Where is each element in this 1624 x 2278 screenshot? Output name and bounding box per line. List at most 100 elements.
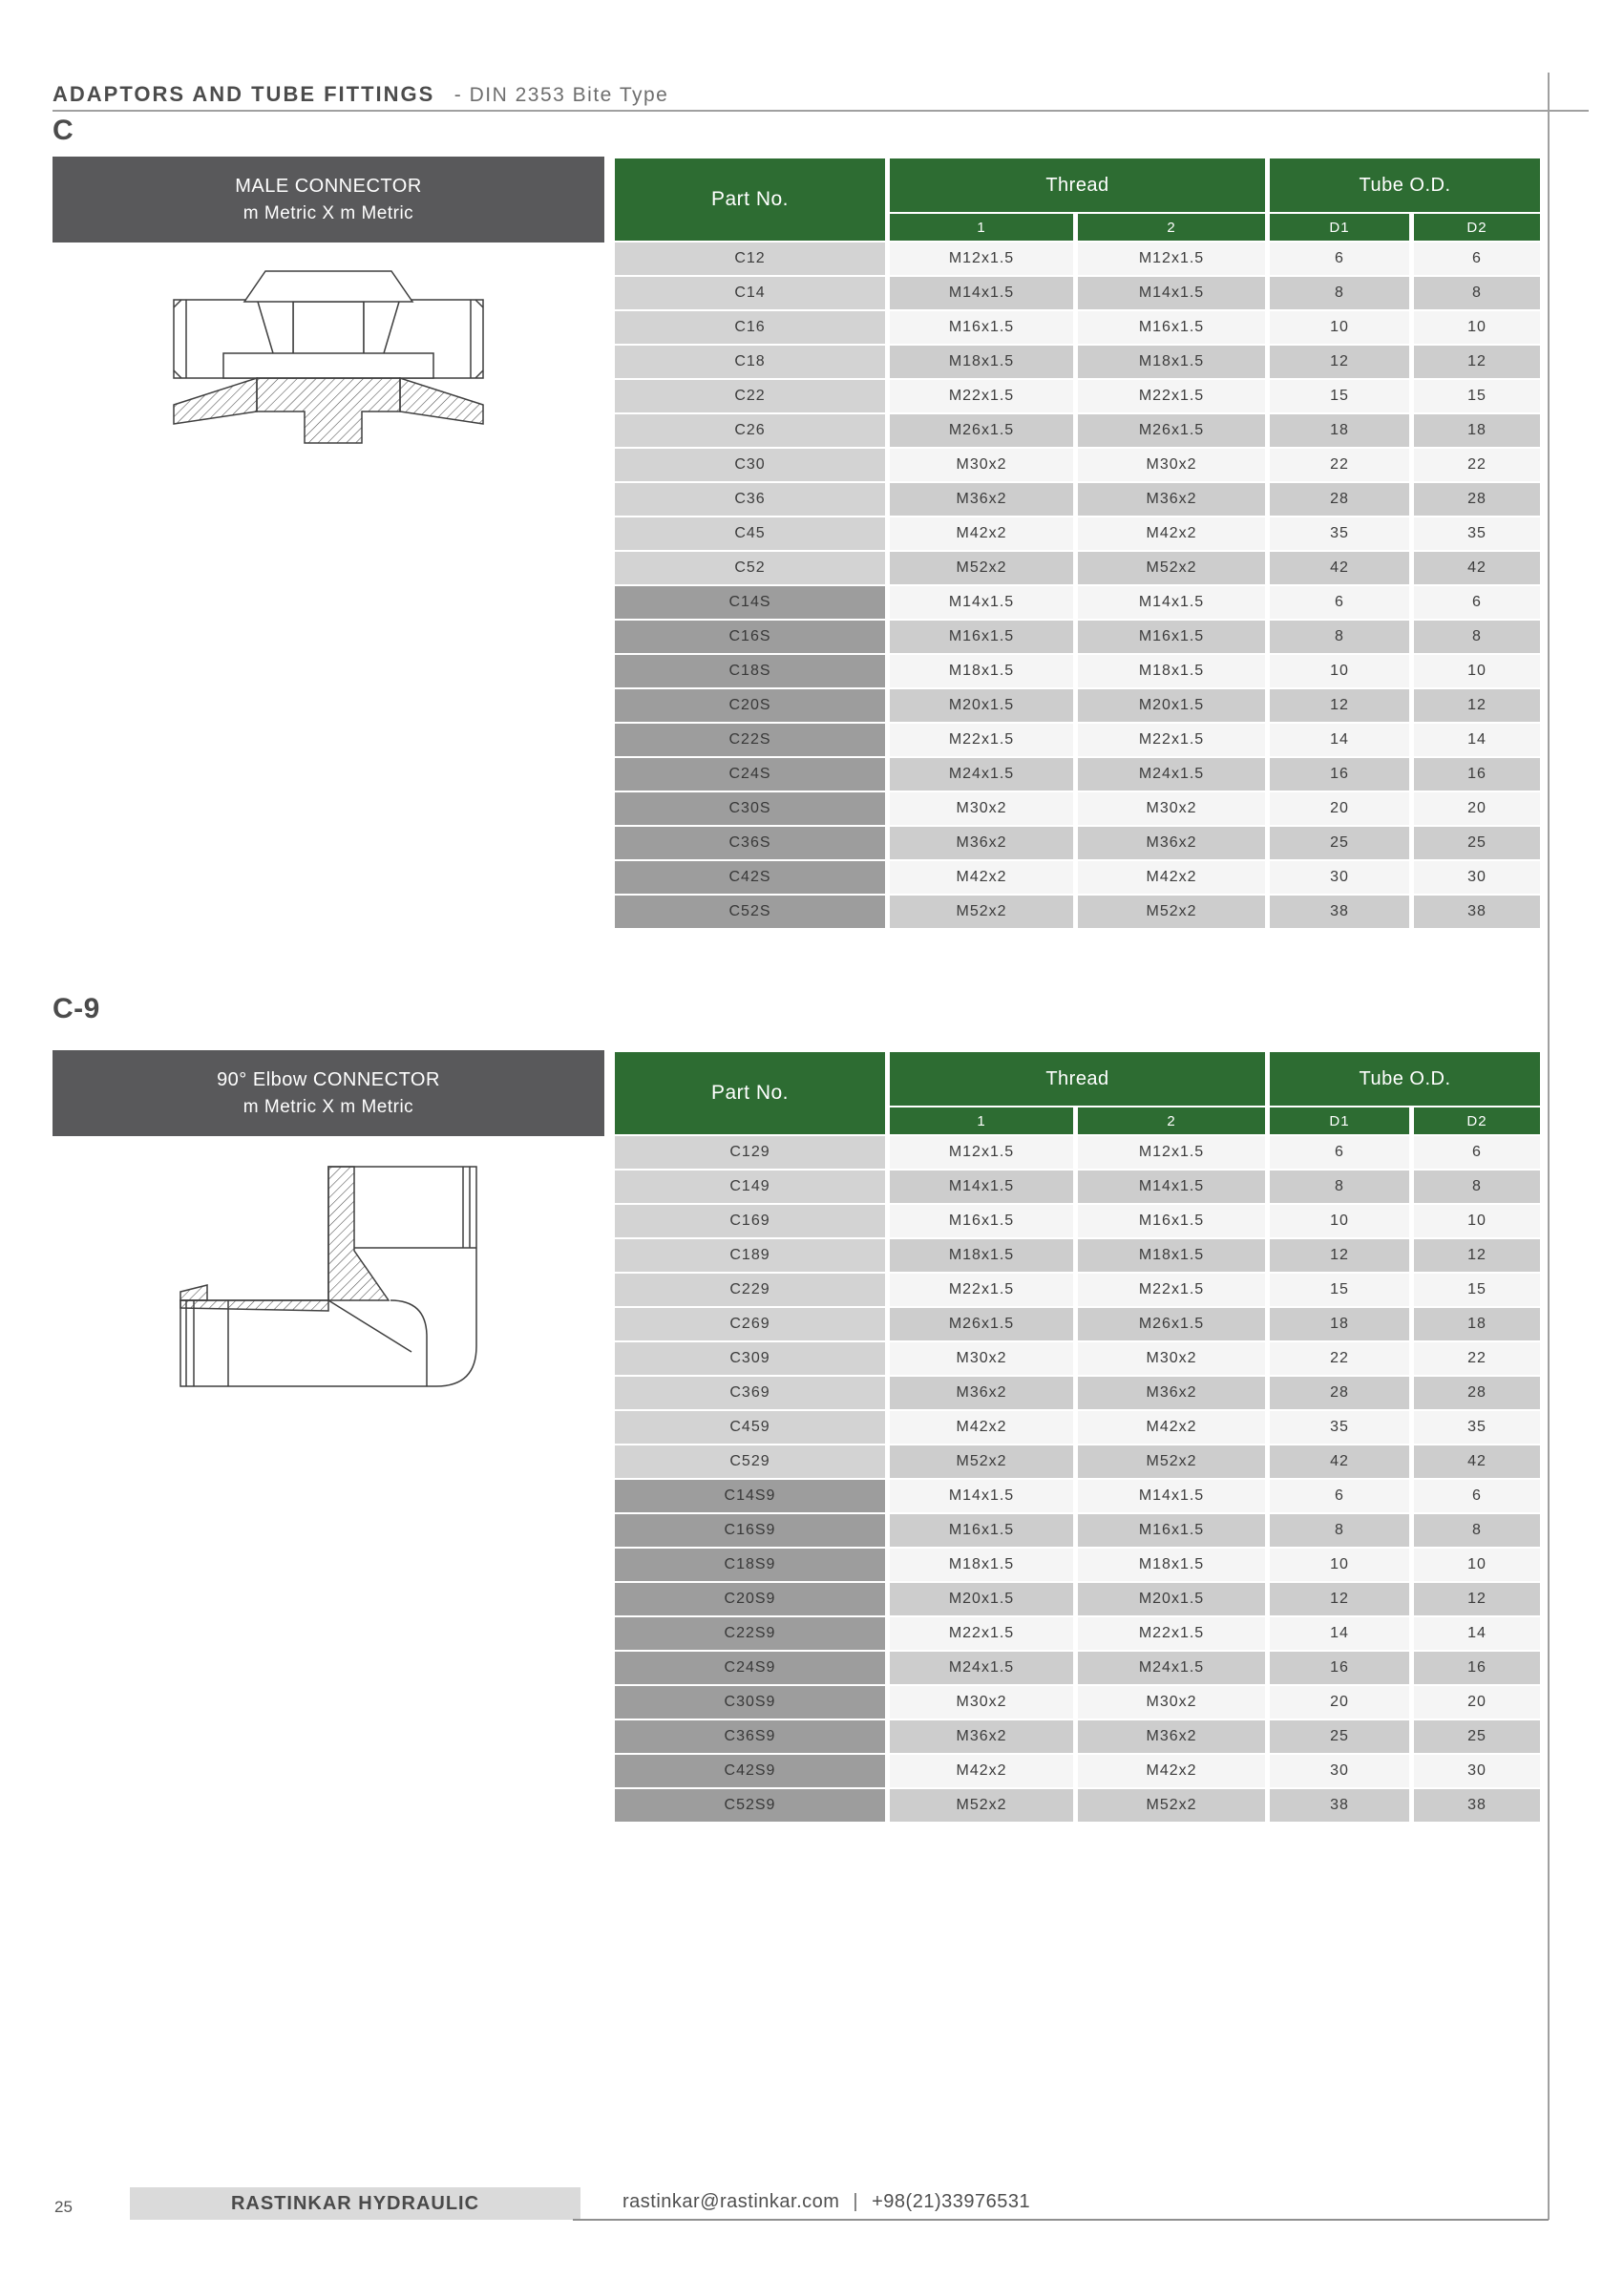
part-no-cell: C16S9 [615,1514,885,1547]
thread-cell: M14x1.5 [890,277,1073,309]
table-row: C189 M18x1.5 M18x1.5 12 12 [615,1239,1540,1272]
part-no-cell: C14 [615,277,885,309]
section-heading-c: C [53,115,74,146]
part-no-cell: C189 [615,1239,885,1272]
spec-table-c9: Part No. Thread Tube O.D. 1 2 D1 D2 C129… [610,1050,1545,1824]
part-no-cell: C30S [615,792,885,825]
part-no-cell: C42S9 [615,1755,885,1787]
column-header-thread-1: 1 [890,1107,1073,1134]
thread-cell: M14x1.5 [1078,1480,1265,1512]
table-row: C42S9 M42x2 M42x2 30 30 [615,1755,1540,1787]
table-row: C36S M36x2 M36x2 25 25 [615,827,1540,859]
section-c: MALE CONNECTOR m Metric X m Metric [53,157,1561,930]
part-no-cell: C36S9 [615,1720,885,1753]
tube-od-cell: 14 [1270,724,1409,756]
tube-od-cell: 16 [1270,1652,1409,1684]
column-header-thread: Thread [890,1052,1265,1106]
table-row: C42S M42x2 M42x2 30 30 [615,861,1540,894]
tube-od-cell: 30 [1414,861,1540,894]
part-no-cell: C30 [615,449,885,481]
part-no-cell: C18S9 [615,1549,885,1581]
table-row: C459 M42x2 M42x2 35 35 [615,1411,1540,1444]
table-row: C22 M22x1.5 M22x1.5 15 15 [615,380,1540,412]
part-no-cell: C42S [615,861,885,894]
thread-cell: M18x1.5 [1078,655,1265,687]
page-title: ADAPTORS AND TUBE FITTINGS - DIN 2353 Bi… [53,82,668,107]
thread-cell: M14x1.5 [1078,277,1265,309]
thread-cell: M24x1.5 [890,758,1073,791]
table-row: C30S9 M30x2 M30x2 20 20 [615,1686,1540,1719]
thread-cell: M30x2 [1078,449,1265,481]
table-row: C36 M36x2 M36x2 28 28 [615,483,1540,516]
part-no-cell: C16S [615,621,885,653]
column-header-part-no: Part No. [615,1052,885,1134]
tube-od-cell: 18 [1270,414,1409,447]
table-row: C16S M16x1.5 M16x1.5 8 8 [615,621,1540,653]
thread-cell: M12x1.5 [1078,243,1265,275]
tube-od-cell: 15 [1270,380,1409,412]
thread-cell: M30x2 [890,792,1073,825]
part-no-cell: C12 [615,243,885,275]
part-no-cell: C22 [615,380,885,412]
tube-od-cell: 22 [1270,1342,1409,1375]
tube-od-cell: 14 [1270,1617,1409,1650]
part-no-cell: C36S [615,827,885,859]
section-heading-c9: C-9 [53,993,100,1024]
part-no-cell: C129 [615,1136,885,1169]
thread-cell: M52x2 [1078,896,1265,928]
elbow-connector-drawing [171,1157,486,1403]
thread-cell: M36x2 [1078,827,1265,859]
column-header-tube-od: Tube O.D. [1270,158,1540,212]
contact-phone: +98(21)33976531 [872,2191,1031,2212]
tube-od-cell: 12 [1270,1583,1409,1615]
column-header-thread: Thread [890,158,1265,212]
thread-cell: M20x1.5 [1078,689,1265,722]
tube-od-cell: 6 [1414,586,1540,619]
part-no-cell: C149 [615,1171,885,1203]
tube-od-cell: 6 [1270,1136,1409,1169]
tube-od-cell: 20 [1270,1686,1409,1719]
title-underline [53,110,1589,112]
thread-cell: M16x1.5 [1078,1514,1265,1547]
thread-cell: M22x1.5 [890,1617,1073,1650]
tube-od-cell: 25 [1270,827,1409,859]
tube-od-cell: 8 [1414,1171,1540,1203]
section-c9-left-column: 90° Elbow CONNECTOR m Metric X m Metric [53,1050,604,1403]
thread-cell: M18x1.5 [1078,346,1265,378]
table-row: C22S9 M22x1.5 M22x1.5 14 14 [615,1617,1540,1650]
footer-contact: rastinkar@rastinkar.com | +98(21)33976531 [622,2191,1030,2213]
part-no-cell: C18 [615,346,885,378]
thread-cell: M22x1.5 [890,1274,1073,1306]
table-row: C30 M30x2 M30x2 22 22 [615,449,1540,481]
table-row: C18 M18x1.5 M18x1.5 12 12 [615,346,1540,378]
thread-cell: M20x1.5 [890,689,1073,722]
part-no-cell: C36 [615,483,885,516]
brand-box: RASTINKAR HYDRAULIC [130,2187,580,2220]
section-c-left-column: MALE CONNECTOR m Metric X m Metric [53,157,604,471]
product-name: 90° Elbow CONNECTOR [217,1068,440,1090]
thread-cell: M52x2 [890,552,1073,584]
tube-od-cell: 6 [1414,1136,1540,1169]
thread-cell: M52x2 [1078,552,1265,584]
thread-cell: M12x1.5 [890,1136,1073,1169]
tube-od-cell: 12 [1414,346,1540,378]
table-row: C52 M52x2 M52x2 42 42 [615,552,1540,584]
thread-cell: M42x2 [1078,517,1265,550]
tube-od-cell: 35 [1270,1411,1409,1444]
thread-cell: M42x2 [1078,1411,1265,1444]
part-no-cell: C309 [615,1342,885,1375]
table-row: C18S M18x1.5 M18x1.5 10 10 [615,655,1540,687]
part-no-cell: C45 [615,517,885,550]
thread-cell: M42x2 [890,1411,1073,1444]
tube-od-cell: 38 [1414,896,1540,928]
thread-cell: M14x1.5 [1078,586,1265,619]
tube-od-cell: 12 [1270,1239,1409,1272]
tube-od-cell: 12 [1414,1239,1540,1272]
thread-cell: M22x1.5 [1078,1274,1265,1306]
thread-cell: M36x2 [1078,483,1265,516]
tube-od-cell: 30 [1270,1755,1409,1787]
table-row: C18S9 M18x1.5 M18x1.5 10 10 [615,1549,1540,1581]
thread-cell: M30x2 [1078,792,1265,825]
tube-od-cell: 22 [1270,449,1409,481]
